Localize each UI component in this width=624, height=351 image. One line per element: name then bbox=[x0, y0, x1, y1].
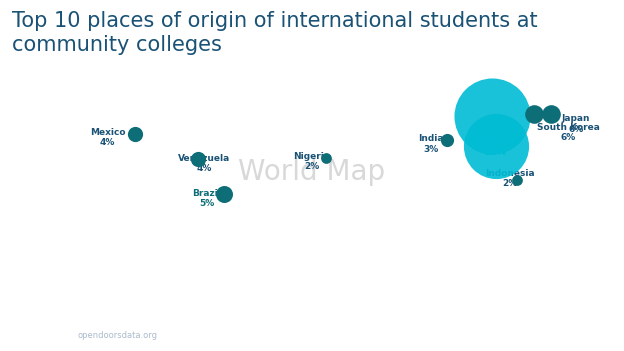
Text: China
15%: China 15% bbox=[477, 105, 508, 127]
Point bbox=[442, 137, 452, 143]
Point bbox=[218, 192, 228, 197]
Text: opendoorsdata.org: opendoorsdata.org bbox=[78, 331, 158, 340]
Text: Top 10 places of origin of international students at
community colleges: Top 10 places of origin of international… bbox=[12, 11, 538, 55]
Text: World Map: World Map bbox=[238, 158, 386, 186]
Text: Japan
6%: Japan 6% bbox=[562, 114, 590, 134]
Text: Brazil
5%: Brazil 5% bbox=[192, 189, 222, 208]
Text: Indonesia
2%: Indonesia 2% bbox=[485, 169, 534, 188]
Text: Nigeria
2%: Nigeria 2% bbox=[293, 152, 331, 171]
Point bbox=[529, 112, 539, 117]
Point bbox=[487, 113, 497, 119]
Text: Venezuela
4%: Venezuela 4% bbox=[178, 154, 231, 173]
Point bbox=[546, 112, 556, 117]
Text: Vietnam
11%: Vietnam 11% bbox=[473, 135, 519, 157]
Text: #OpenDoorsReport: #OpenDoorsReport bbox=[529, 331, 612, 340]
Point bbox=[490, 144, 500, 149]
Point bbox=[321, 155, 331, 160]
Point bbox=[193, 157, 203, 162]
Text: ²: ² bbox=[72, 331, 75, 337]
Text: open: open bbox=[12, 330, 40, 340]
Point bbox=[512, 177, 522, 183]
Text: South Korea
6%: South Korea 6% bbox=[537, 123, 600, 142]
Point bbox=[130, 131, 140, 137]
Text: India
3%: India 3% bbox=[418, 134, 443, 154]
Text: Mexico
4%: Mexico 4% bbox=[90, 128, 125, 147]
Text: doors: doors bbox=[41, 330, 76, 340]
